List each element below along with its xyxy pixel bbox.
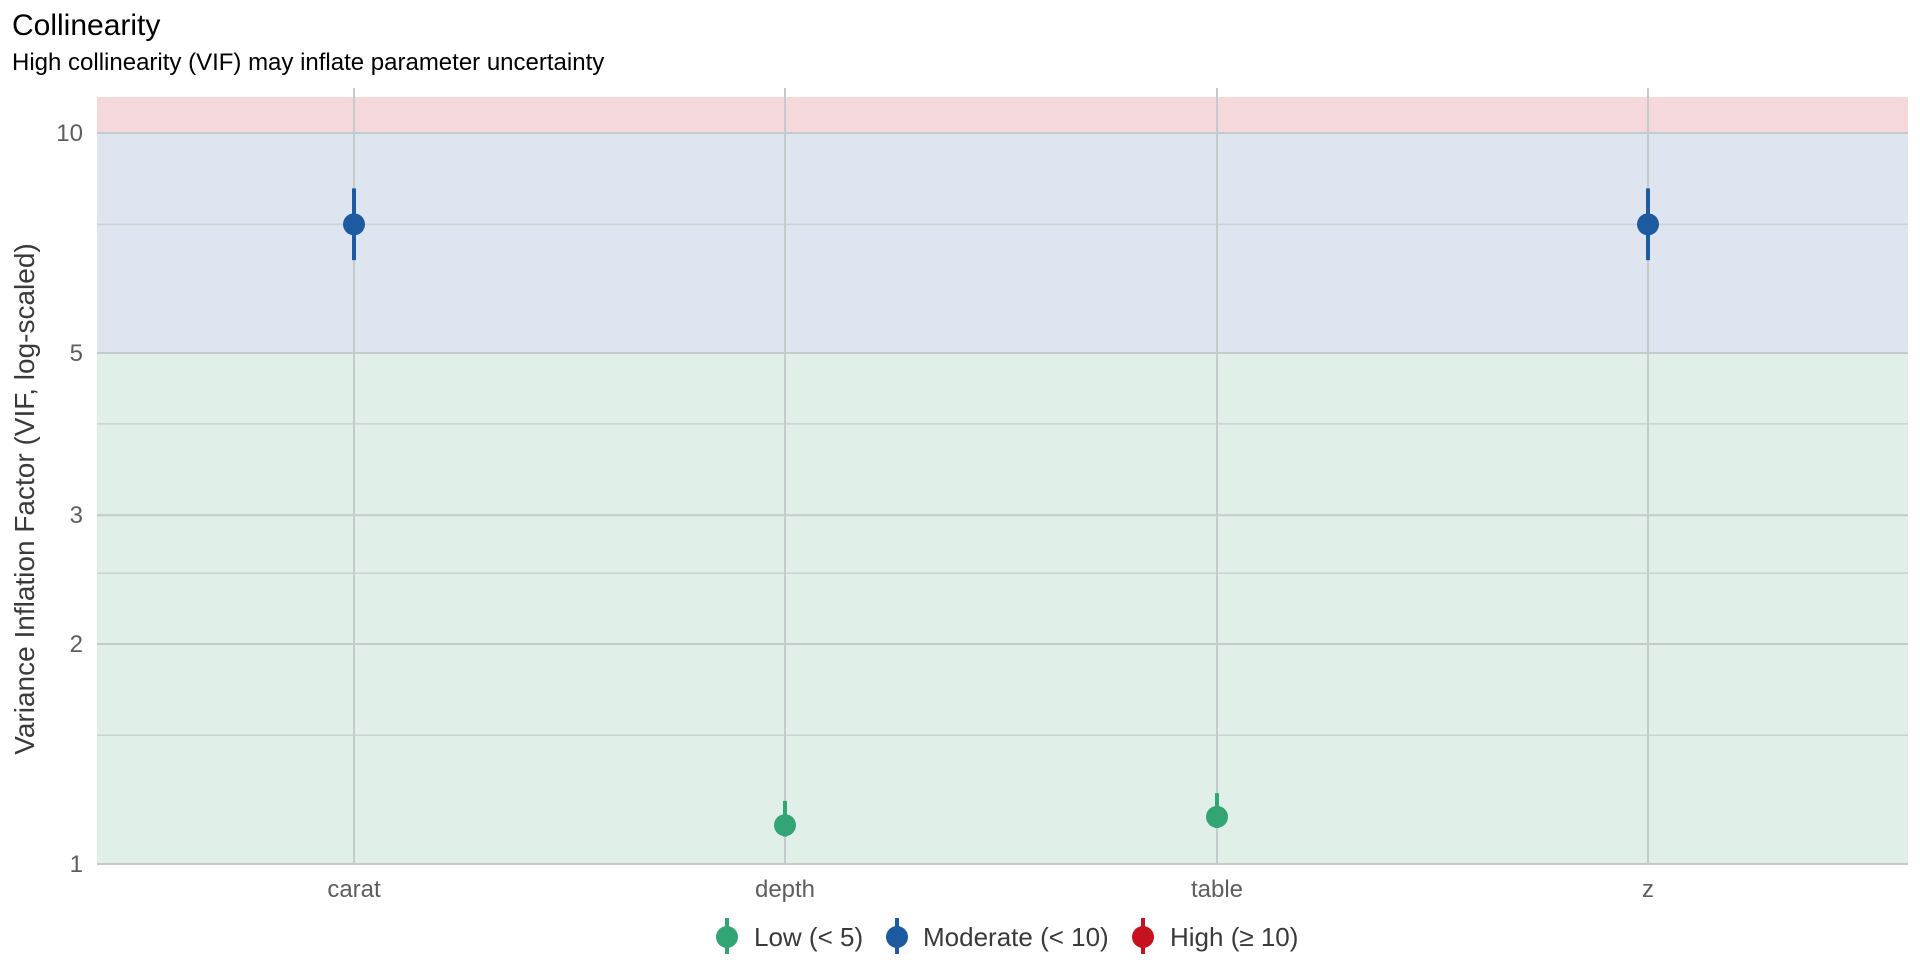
x-tick-label: z [1642,876,1654,903]
legend: Low (< 5) Moderate (< 10) High (≥ 10) [716,918,1298,954]
point-depth [774,814,796,837]
y-tick-label: 2 [70,631,83,658]
legend-label: Moderate (< 10) [923,922,1109,952]
y-tick-label: 10 [56,120,83,147]
x-tick-label: table [1191,876,1243,903]
y-tick-label: 3 [70,502,83,529]
band-1 [97,133,1908,354]
point-carat [343,213,365,236]
y-axis-title: Variance Inflation Factor (VIF, log-scal… [9,243,40,754]
x-tick-label: carat [327,876,381,903]
x-axis-ticks: carat depth table z [327,876,1654,903]
threshold-bands [97,97,1908,864]
legend-key-dot [716,926,738,948]
chart-title: Collinearity [12,9,160,42]
y-tick-label: 1 [70,851,83,878]
point-z [1637,213,1659,236]
chart-subtitle: High collinearity (VIF) may inflate para… [12,49,604,76]
band-2 [97,97,1908,133]
x-tick-label: depth [755,876,815,903]
band-0 [97,353,1908,864]
legend-label: Low (< 5) [754,922,863,952]
point-table [1206,805,1228,828]
y-tick-label: 5 [70,340,83,367]
legend-key-dot [1132,926,1154,948]
legend-key-dot [886,926,908,948]
y-axis-ticks: 1 2 3 5 10 [56,120,83,878]
legend-label: High (≥ 10) [1170,922,1298,952]
vif-points [343,188,1659,837]
